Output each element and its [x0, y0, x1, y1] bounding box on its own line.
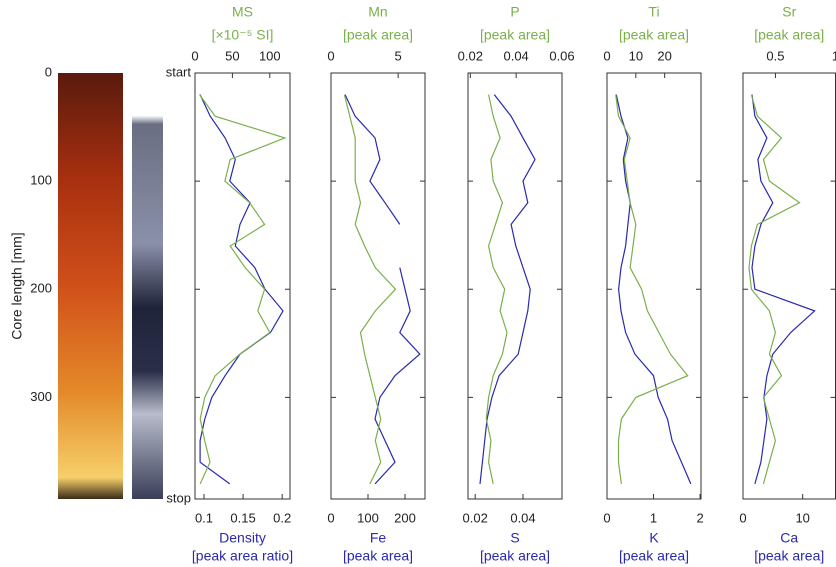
x-tick-label: 0.1 [195, 510, 213, 525]
data-line [199, 94, 284, 485]
y-tick-label: 100 [30, 173, 52, 188]
x2-tick-label: 0 [327, 48, 334, 63]
top-axis-title: Sr [782, 4, 796, 20]
plot-frame [330, 72, 426, 500]
annotation: stop [166, 490, 191, 505]
top-axis-unit: [peak area] [480, 27, 550, 43]
plot-frame [194, 72, 291, 500]
plot-frame [606, 72, 702, 500]
data-line [479, 94, 536, 484]
bottom-axis-unit: [peak area] [754, 548, 824, 564]
top-axis-title: P [510, 4, 519, 20]
bottom-axis-title: S [510, 530, 519, 546]
x-tick-label: 10 [795, 510, 809, 525]
x2-tick-label: 20 [657, 48, 671, 63]
data-line [615, 94, 692, 485]
y-axis-label: Core length [mm] [9, 232, 25, 339]
core-xray [132, 73, 163, 499]
top-axis-title: Ti [648, 4, 659, 20]
data-line [751, 94, 816, 485]
x-tick-label: 1 [650, 510, 657, 525]
data-line [615, 94, 689, 484]
x2-tick-label: 50 [225, 48, 239, 63]
top-axis-unit: [×10⁻⁵ SI] [212, 27, 274, 43]
bottom-axis-title: Ca [780, 530, 798, 546]
x2-tick-label: 100 [259, 48, 281, 63]
data-line [748, 94, 801, 485]
top-axis-title: Mn [368, 4, 387, 20]
y-tick-label: 0 [45, 64, 52, 79]
data-line [199, 94, 287, 485]
y-tick-label: 300 [30, 389, 52, 404]
bottom-axis-unit: [peak area ratio] [192, 548, 293, 564]
x2-tick-label: 10 [629, 48, 643, 63]
x-tick-label: 0.02 [463, 510, 488, 525]
bottom-axis-title: Fe [370, 530, 387, 546]
top-axis-unit: [peak area] [754, 27, 824, 43]
y-tick-label: 200 [30, 281, 52, 296]
x-tick-label: 0.15 [230, 510, 255, 525]
bottom-axis-unit: [peak area] [343, 548, 413, 564]
data-line [343, 94, 397, 485]
data-line [485, 94, 508, 485]
bottom-axis-unit: [peak area] [619, 548, 689, 564]
bottom-axis-title: Density [219, 530, 266, 546]
x2-tick-label: 0.04 [503, 48, 528, 63]
x2-tick-label: 0 [603, 48, 610, 63]
x2-tick-label: 0.02 [458, 48, 483, 63]
x-tick-label: 0 [327, 510, 334, 525]
x-tick-label: 100 [357, 510, 379, 525]
x-tick-label: 0.04 [510, 510, 535, 525]
data-line [344, 94, 421, 485]
x2-tick-label: 0.06 [549, 48, 574, 63]
x2-tick-label: 0 [191, 48, 198, 63]
top-axis-unit: [peak area] [343, 27, 413, 43]
top-axis-unit: [peak area] [619, 27, 689, 43]
bottom-axis-unit: [peak area] [480, 548, 550, 564]
core-photo [58, 73, 123, 499]
x-tick-label: 0.2 [273, 510, 291, 525]
annotation: start [166, 64, 192, 79]
plot-frame [467, 72, 563, 500]
top-axis-title: MS [232, 4, 253, 20]
x-tick-label: 0 [603, 510, 610, 525]
x-tick-label: 2 [696, 510, 703, 525]
x-tick-label: 200 [394, 510, 416, 525]
x-tick-label: 0 [739, 510, 746, 525]
x2-tick-label: 0.5 [766, 48, 784, 63]
x2-tick-label: 1 [832, 48, 836, 63]
bottom-axis-title: K [649, 530, 659, 546]
plot-frame [742, 72, 836, 500]
x2-tick-label: 5 [395, 48, 402, 63]
